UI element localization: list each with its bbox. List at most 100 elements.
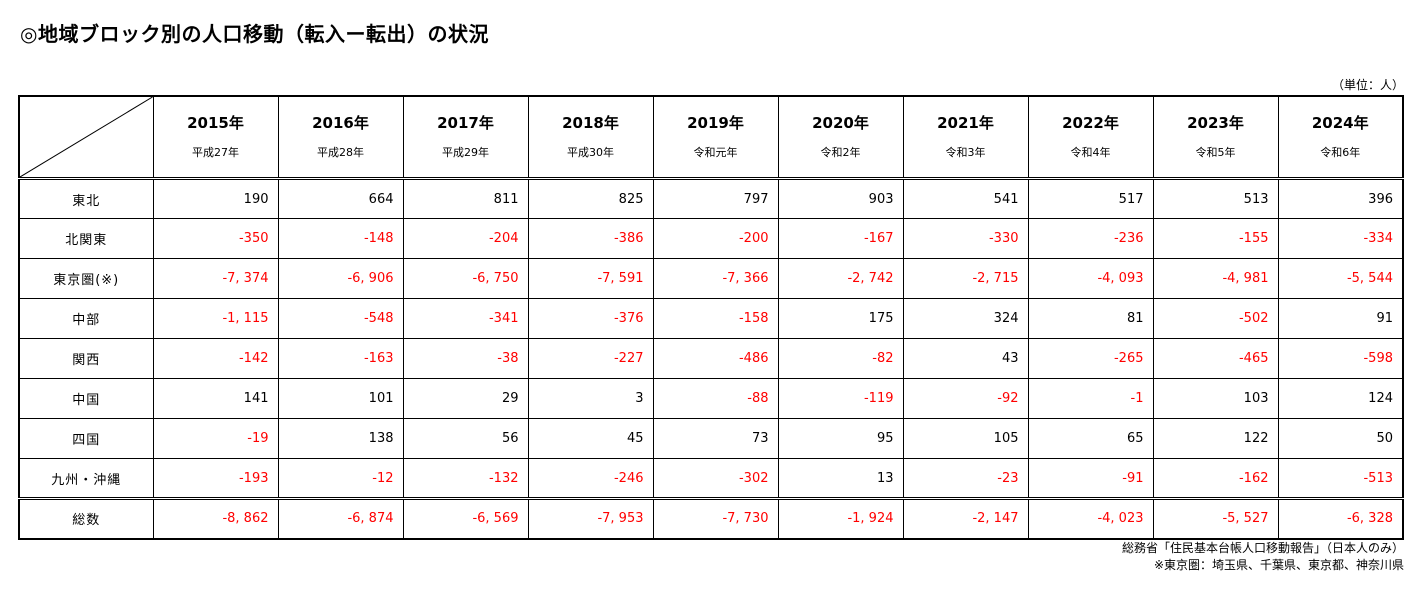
year-label: 2022年 [1062, 114, 1119, 132]
era-label: 令和3年 [945, 146, 986, 159]
value-cell: -1 [1027, 378, 1154, 419]
value-cell: 138 [277, 418, 404, 459]
diagonal-line-icon [20, 97, 153, 177]
value-cell: -350 [152, 218, 279, 259]
value-cell: -6, 328 [1277, 497, 1404, 539]
table-row: 北関東 -350 -148 -204 -386 -200 -167 -330 -236 -155-… [18, 218, 1404, 259]
value-cell: 190 [152, 178, 279, 219]
population-migration-table: 2015年 平成27年 2016年 平成28年 2017年 平成29年 2018年 平成30年… [18, 95, 1404, 540]
value-cell: -513 [1277, 458, 1404, 499]
value-cell: 513 [1152, 178, 1279, 219]
value-cell: 29 [402, 378, 529, 419]
value-cell: 811 [402, 178, 529, 219]
table-header-row: 2015年 平成27年 2016年 平成28年 2017年 平成29年 2018年 平成30年… [18, 95, 1404, 180]
value-cell: 13 [777, 458, 904, 499]
region-label: 東北 [18, 178, 154, 219]
value-cell: -246 [527, 458, 654, 499]
value-cell: -7, 730 [652, 497, 779, 539]
era-label: 平成28年 [317, 146, 364, 159]
value-cell: -142 [152, 338, 279, 379]
region-label: 総数 [18, 497, 154, 539]
value-cell: -386 [527, 218, 654, 259]
value-cell: 65 [1027, 418, 1154, 459]
value-cell: -2, 742 [777, 258, 904, 299]
value-cell: -265 [1027, 338, 1154, 379]
value-cell: -12 [277, 458, 404, 499]
table-row: 四国 -19 138 56 45 73 95 105 65 122 50 [18, 418, 1404, 459]
region-label: 九州・沖縄 [18, 458, 154, 499]
tokyo-area-definition-note: ※東京圏：埼玉県、千葉県、東京都、神奈川県 [1153, 558, 1404, 572]
source-note: 総務省「住民基本台帳人口移動報告」（日本人のみ） [1121, 541, 1404, 555]
year-column-header: 2019年 令和元年 [652, 95, 779, 180]
value-cell: -148 [277, 218, 404, 259]
value-cell: -465 [1152, 338, 1279, 379]
value-cell: 101 [277, 378, 404, 419]
era-label: 平成27年 [192, 146, 239, 159]
value-cell: -330 [902, 218, 1029, 259]
year-label: 2019年 [687, 114, 744, 132]
era-label: 平成29年 [442, 146, 489, 159]
value-cell: 541 [902, 178, 1029, 219]
source-notes: 総務省「住民基本台帳人口移動報告」（日本人のみ） ※東京圏：埼玉県、千葉県、東京… [18, 540, 1404, 574]
value-cell: -155 [1152, 218, 1279, 259]
value-cell: -163 [277, 338, 404, 379]
value-cell: -2, 147 [902, 497, 1029, 539]
year-label: 2018年 [562, 114, 619, 132]
value-cell: -486 [652, 338, 779, 379]
table-row: 中国 141 101 29 3 -88 -119 -92 -1 103 124 [18, 378, 1404, 419]
year-label: 2017年 [437, 114, 494, 132]
value-cell: -167 [777, 218, 904, 259]
value-cell: 903 [777, 178, 904, 219]
value-cell: 396 [1277, 178, 1404, 219]
year-column-header: 2017年平成29年 [402, 95, 529, 180]
value-cell: 124 [1277, 378, 1404, 419]
value-cell: -6, 874 [277, 497, 404, 539]
value-cell: -302 [652, 458, 779, 499]
table-row: 東京圏(※) -7, 374 -6, 906 -6, 750 -7, 591 -7, 36… [18, 258, 1404, 299]
year-label: 2020年 [812, 114, 869, 132]
value-cell: -82 [777, 338, 904, 379]
value-cell: -7, 953 [527, 497, 654, 539]
value-cell: 56 [402, 418, 529, 459]
value-cell: 45 [527, 418, 654, 459]
value-cell: 91 [1277, 298, 1404, 339]
region-label: 関西 [18, 338, 154, 379]
value-cell: 50 [1277, 418, 1404, 459]
table-body: 東北 190 664 811 825 797 903 541 517 513 396 北関東 -350-… [18, 178, 1404, 539]
page-title: ◎地域ブロック別の人口移動（転入ー転出）の状況 [20, 22, 489, 46]
unit-label: （単位：人） [1331, 78, 1404, 92]
value-cell: 664 [277, 178, 404, 219]
value-cell: 105 [902, 418, 1029, 459]
region-label: 四国 [18, 418, 154, 459]
value-cell: -162 [1152, 458, 1279, 499]
year-column-header: 2016年 平成28年 [277, 95, 404, 180]
value-cell: -236 [1027, 218, 1154, 259]
value-cell: -158 [652, 298, 779, 339]
value-cell: -548 [277, 298, 404, 339]
era-label: 令和2年 [820, 146, 861, 159]
value-cell: -6, 569 [402, 497, 529, 539]
table-row: 東北 190 664 811 825 797 903 541 517 513 396 [18, 178, 1404, 219]
value-cell: -38 [402, 338, 529, 379]
value-cell: -341 [402, 298, 529, 339]
corner-cell [18, 95, 154, 180]
value-cell: -8, 862 [152, 497, 279, 539]
year-column-header: 2022年 令和4年 [1027, 95, 1154, 180]
value-cell: 81 [1027, 298, 1154, 339]
value-cell: -88 [652, 378, 779, 419]
total-row: 総数 -8, 862 -6, 874 -6, 569 -7, 953 -7, 730 -1,… [18, 497, 1404, 539]
table-row: 関西 -142 -163 -38 -227 -486 -82 43 -265 -465 -598 [18, 338, 1404, 379]
value-cell: -4, 093 [1027, 258, 1154, 299]
value-cell: 797 [652, 178, 779, 219]
value-cell: -2, 715 [902, 258, 1029, 299]
value-cell: -4, 023 [1027, 497, 1154, 539]
year-column-header: 2024年 令和6年 [1277, 95, 1404, 180]
value-cell: -7, 591 [527, 258, 654, 299]
value-cell: -193 [152, 458, 279, 499]
year-label: 2024年 [1311, 114, 1369, 132]
value-cell: -6, 906 [277, 258, 404, 299]
value-cell: 825 [527, 178, 654, 219]
value-cell: -5, 527 [1152, 497, 1279, 539]
value-cell: 103 [1152, 378, 1279, 419]
